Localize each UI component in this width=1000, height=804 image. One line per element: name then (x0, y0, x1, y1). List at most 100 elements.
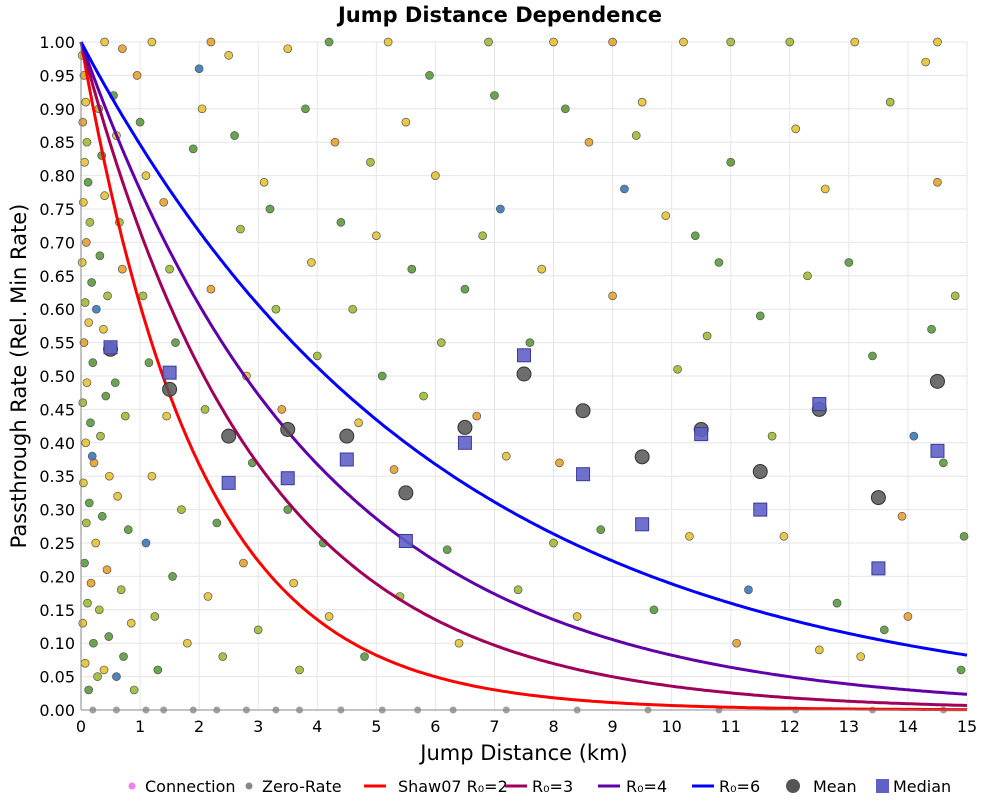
connection-point (141, 538, 151, 548)
connection-point (661, 211, 671, 221)
connection-point (99, 665, 109, 675)
mean-marker (752, 464, 768, 480)
connection-point (501, 451, 511, 461)
x-tick-label: 2 (194, 717, 204, 736)
y-tick-label: 0.30 (39, 501, 75, 520)
curve-r0-3 (79, 41, 968, 707)
connection-point (78, 117, 88, 127)
connection-point (80, 298, 90, 307)
median-marker (694, 427, 709, 442)
connection-point (679, 37, 688, 47)
connection-point (927, 324, 936, 334)
connection-point (431, 171, 440, 180)
connection-point (690, 231, 700, 241)
connection-point (484, 37, 493, 47)
connection-point (236, 224, 245, 234)
connection-point (206, 284, 216, 294)
connection-point (939, 458, 948, 468)
median-marker (635, 517, 650, 532)
connection-point (141, 171, 151, 180)
connection-point (87, 451, 97, 461)
legend-label: R₀=4 (626, 777, 667, 796)
legend-item-r-6: R₀=6 (692, 777, 760, 796)
connection-point (419, 391, 428, 401)
connection-point (83, 598, 92, 608)
connection-point (79, 338, 89, 347)
connection-point (203, 592, 213, 601)
connection-point (93, 672, 102, 681)
connection-point (212, 518, 222, 528)
connection-point (86, 418, 95, 428)
legend-label: Shaw07 R₀=2 (398, 777, 508, 796)
y-tick-label: 0.95 (39, 66, 75, 85)
y-ticks: 0.00 0.05 0.10 0.15 0.20 0.25 0.30 0.35 0.40 0.45… (39, 33, 75, 720)
y-tick-label: 0.85 (39, 133, 75, 152)
connection-point (324, 612, 334, 621)
y-axis-label: Passthrough Rate (Rel. Min Rate) (7, 204, 31, 549)
legend-item-mean: Mean (786, 777, 857, 796)
connection-point (933, 177, 942, 187)
connection-point (138, 291, 148, 301)
connection-point (572, 612, 582, 621)
x-tick-label: 13 (839, 717, 859, 736)
connection-point (78, 398, 88, 408)
legend-item-shaw07-r-2: Shaw07 R₀=2 (364, 777, 508, 796)
y-tick-label: 0.50 (39, 367, 75, 386)
connection-point (103, 291, 112, 301)
connection-point (377, 371, 387, 381)
x-tick-label: 5 (371, 717, 381, 736)
connection-point (324, 37, 334, 47)
connection-point (560, 104, 570, 114)
connection-point (844, 258, 854, 267)
y-tick-label: 0.45 (39, 400, 75, 419)
connection-point (82, 137, 92, 147)
connection-point (307, 258, 316, 267)
y-tick-label: 0.10 (39, 634, 75, 653)
y-tick-label: 1.00 (39, 33, 75, 52)
connection-point (856, 652, 866, 661)
median-marker (871, 561, 886, 576)
median-marker (221, 475, 236, 490)
connection-point (81, 438, 91, 448)
median-marker (753, 502, 768, 517)
connection-point (496, 204, 505, 214)
y-tick-label: 0.35 (39, 467, 75, 486)
connection-point (132, 71, 142, 80)
median-marker (398, 533, 413, 548)
connection-point (84, 685, 94, 695)
connection-point (814, 645, 824, 655)
mean-marker (870, 490, 886, 506)
mean-marker (575, 403, 591, 419)
median-marker (517, 348, 531, 363)
connection-point (147, 471, 157, 481)
connection-point (401, 117, 411, 127)
connection-point (81, 238, 91, 247)
connection-point (80, 157, 89, 167)
y-tick-label: 0.25 (39, 534, 75, 553)
connection-point (348, 304, 358, 314)
median-marker (576, 467, 591, 482)
mean-marker (457, 419, 473, 435)
connection-point (153, 665, 163, 675)
connection-point (218, 652, 228, 661)
connection-point (295, 665, 304, 675)
median-marker (457, 435, 472, 450)
connection-point (101, 391, 111, 401)
connection-point (732, 638, 741, 648)
connection-point (135, 117, 145, 127)
connection-point (549, 538, 558, 548)
connection-point (110, 378, 120, 388)
connection-point (230, 131, 239, 140)
connection-point (850, 37, 860, 47)
connection-point (803, 271, 812, 281)
connection-point (283, 44, 293, 54)
legend-label: Mean (813, 777, 857, 796)
legend-item-median: Median (876, 777, 951, 796)
x-tick-label: 12 (780, 717, 800, 736)
connection-point (283, 505, 293, 514)
stat-markers (103, 340, 945, 576)
x-tick-label: 6 (430, 717, 440, 736)
x-ticks: 0 1 2 3 4 5 6 7 8 9 10 11 12 13 14 15 (76, 717, 977, 736)
mean-marker (634, 449, 650, 465)
